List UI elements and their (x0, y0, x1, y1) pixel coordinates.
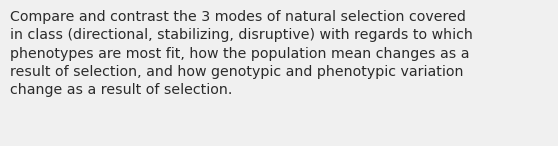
Text: Compare and contrast the 3 modes of natural selection covered
in class (directio: Compare and contrast the 3 modes of natu… (10, 10, 473, 97)
